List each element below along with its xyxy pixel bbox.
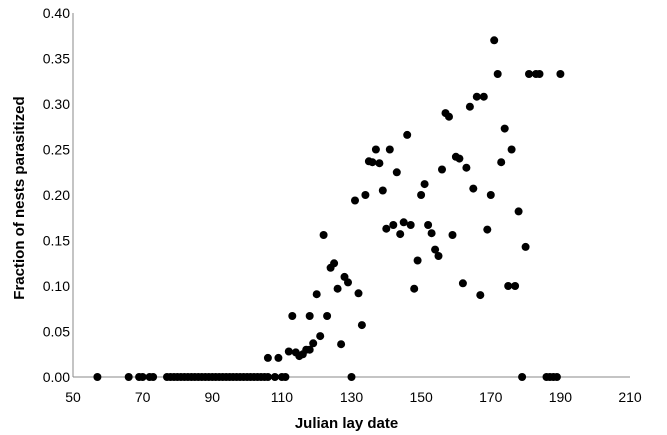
data-point: [344, 278, 352, 287]
axes: [72, 13, 630, 378]
data-point: [504, 282, 513, 290]
data-point: [392, 168, 401, 177]
data-point: [378, 186, 387, 195]
data-point: [333, 284, 342, 293]
data-point: [284, 347, 293, 356]
data-point: [476, 291, 485, 300]
data-point: [149, 373, 158, 381]
data-point: [511, 282, 520, 290]
data-point: [263, 353, 272, 362]
data-point: [486, 191, 495, 199]
x-tick-label: 130: [340, 389, 364, 405]
data-points: [93, 36, 565, 381]
data-point: [514, 207, 523, 216]
data-point: [479, 92, 488, 101]
data-point: [399, 218, 408, 227]
data-point: [368, 158, 377, 167]
data-point: [507, 145, 516, 154]
data-point: [493, 70, 502, 78]
data-point: [371, 145, 380, 154]
data-point: [351, 196, 359, 205]
data-point: [389, 221, 398, 229]
y-tick-label: 0.15: [43, 233, 70, 249]
data-point: [305, 345, 314, 354]
y-tick-label: 0.35: [43, 51, 70, 67]
data-point: [535, 70, 544, 78]
data-point: [465, 102, 474, 111]
x-tick-label: 70: [135, 389, 151, 405]
y-tick-label: 0.05: [43, 324, 70, 340]
data-point: [274, 353, 283, 362]
data-point: [281, 373, 290, 381]
data-point: [124, 373, 133, 381]
x-tick-label: 170: [479, 389, 503, 405]
data-point: [458, 279, 467, 288]
data-point: [472, 92, 481, 101]
y-tick-label: 0.30: [43, 96, 70, 112]
data-point: [518, 373, 527, 381]
data-point: [93, 373, 102, 381]
data-point: [556, 70, 565, 78]
data-point: [434, 252, 443, 260]
data-point: [305, 312, 314, 320]
data-point: [427, 229, 436, 238]
x-tick-label: 190: [549, 389, 573, 405]
data-point: [469, 184, 478, 193]
data-point: [448, 231, 457, 239]
y-tick-label: 0.10: [43, 278, 70, 294]
data-point: [552, 373, 561, 381]
data-point: [385, 145, 394, 154]
data-point: [438, 165, 446, 174]
data-point: [288, 312, 297, 320]
y-tick-label: 0.20: [43, 187, 70, 203]
data-point: [417, 191, 426, 199]
data-point: [490, 36, 499, 45]
data-point: [319, 231, 328, 239]
data-point: [354, 289, 363, 298]
data-point: [403, 130, 412, 139]
data-point: [323, 312, 332, 320]
x-tick-label: 50: [65, 389, 81, 405]
data-point: [497, 158, 506, 167]
data-point: [525, 70, 533, 78]
data-point: [347, 373, 356, 381]
x-tick-label: 110: [271, 389, 294, 405]
data-point: [420, 180, 429, 189]
x-axis-title: Julian lay date: [295, 415, 398, 432]
data-point: [382, 224, 391, 233]
data-point: [357, 321, 366, 330]
data-point: [361, 191, 370, 199]
data-point: [312, 290, 321, 299]
x-tick-label: 210: [618, 389, 642, 405]
data-point: [138, 373, 147, 381]
data-point: [375, 159, 384, 168]
data-point: [309, 339, 318, 348]
x-tick-labels: 50 70 90 110 130 150 170 190 210: [65, 389, 642, 405]
y-tick-label: 0.25: [43, 142, 70, 158]
data-point: [424, 221, 433, 229]
data-point: [337, 340, 346, 349]
data-point: [410, 284, 419, 293]
data-point: [413, 256, 422, 265]
y-tick-labels: 0.00 0.05 0.10 0.15 0.20 0.25 0.30 0.35 0.40: [43, 5, 70, 385]
data-point: [330, 259, 339, 268]
data-point: [521, 242, 530, 251]
data-point: [263, 373, 272, 381]
data-point: [431, 245, 440, 254]
data-point: [483, 225, 492, 234]
data-point: [270, 373, 279, 381]
y-tick-label: 0.40: [43, 5, 70, 21]
data-point: [462, 163, 471, 172]
data-point: [455, 154, 464, 163]
x-tick-label: 150: [409, 389, 433, 405]
y-axis-title: Fraction of nests parasitized: [11, 96, 28, 299]
x-tick-label: 90: [204, 389, 220, 405]
data-point: [316, 332, 325, 341]
data-point: [396, 230, 405, 239]
data-point: [445, 112, 453, 121]
y-tick-label: 0.00: [43, 369, 70, 385]
data-point: [406, 221, 415, 229]
data-point: [500, 124, 509, 133]
